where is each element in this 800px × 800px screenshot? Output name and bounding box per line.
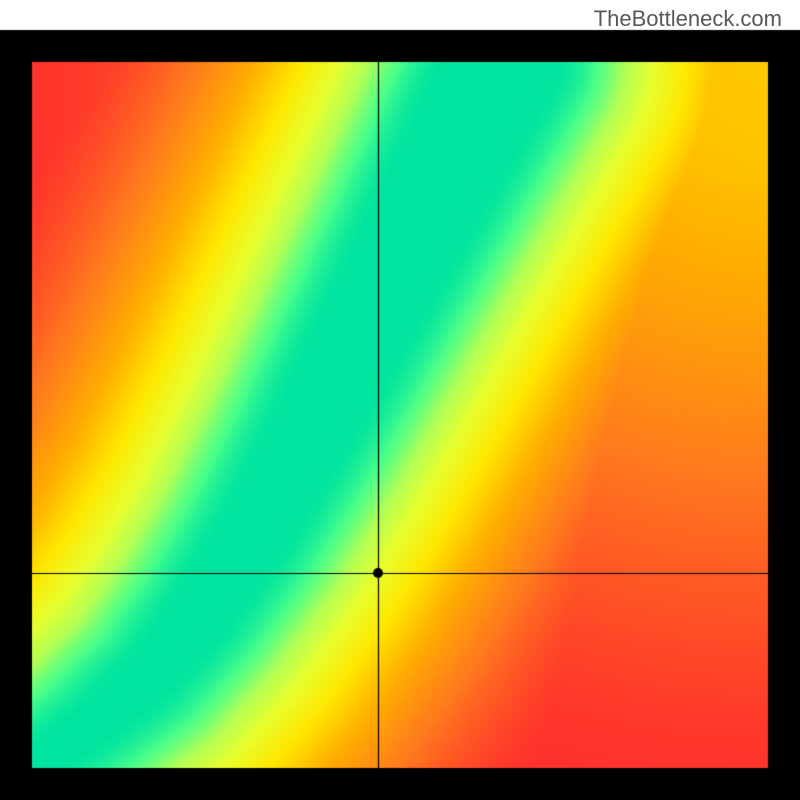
- chart-container: TheBottleneck.com: [0, 0, 800, 800]
- watermark-text: TheBottleneck.com: [594, 6, 782, 32]
- bottleneck-heatmap: [0, 0, 800, 800]
